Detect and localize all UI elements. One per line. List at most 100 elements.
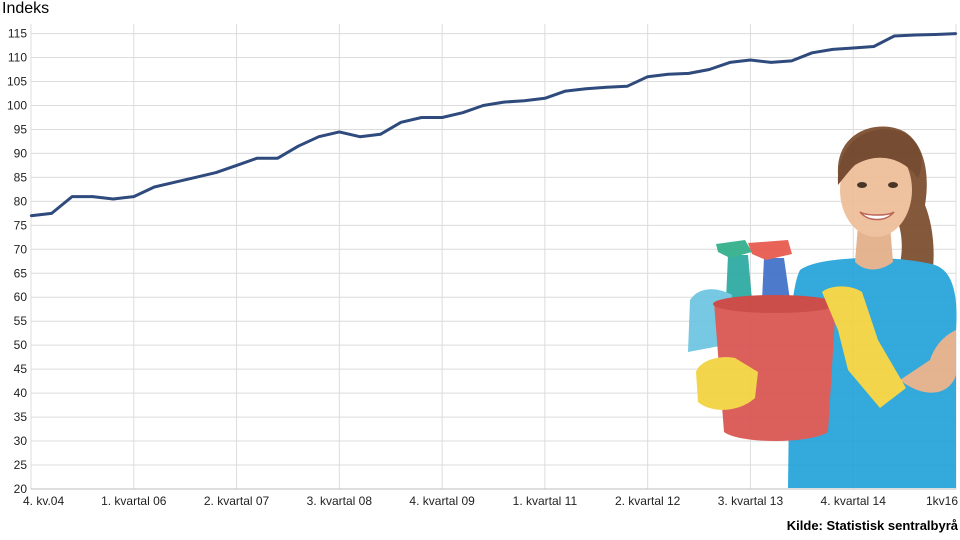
data-point [358, 135, 362, 138]
y-tick-label: 50 [14, 338, 28, 352]
data-point [112, 197, 115, 201]
x-axis-ticks: 4. kv.04 1. kvartal 06 2. kvartal 07 3. kva… [23, 494, 958, 508]
data-point [954, 32, 958, 35]
data-point [50, 212, 53, 215]
spray-bottle-teal [726, 255, 752, 300]
y-tick-label: 30 [14, 434, 28, 448]
data-point [214, 171, 218, 174]
x-tick-label: 2. kvartal 07 [204, 494, 270, 508]
data-point [502, 100, 505, 104]
data-point [564, 89, 567, 93]
data-point [893, 34, 896, 38]
y-axis-title: Indeks [2, 0, 50, 17]
y-tick-label: 90 [14, 146, 28, 160]
x-tick-label: 4. kv.04 [23, 494, 64, 508]
y-tick-label: 45 [14, 362, 28, 376]
face-shape [840, 143, 912, 237]
spray-bottle-red [762, 258, 790, 300]
data-point [790, 59, 793, 63]
y-tick-label: 60 [14, 290, 28, 304]
woman-cleaning-illustration [688, 126, 957, 488]
data-point [543, 97, 547, 100]
y-tick-label: 110 [8, 51, 27, 65]
eye-left [857, 182, 867, 188]
data-point [235, 164, 238, 167]
data-point [317, 135, 320, 138]
neck-shape [855, 225, 893, 270]
y-tick-label: 115 [8, 27, 27, 41]
data-point [667, 73, 670, 76]
data-point [831, 48, 834, 51]
data-point [934, 33, 937, 36]
series-line [29, 32, 958, 218]
data-point [173, 180, 177, 184]
y-tick-label: 20 [14, 482, 28, 496]
data-point [461, 111, 464, 114]
data-point [852, 46, 855, 50]
data-point [708, 68, 711, 71]
data-point [625, 85, 629, 88]
data-point [420, 116, 423, 119]
grid [30, 24, 957, 490]
source-note: Kilde: Statistisk sentralbyrå [786, 518, 958, 533]
data-point [913, 33, 917, 37]
eye-right [888, 182, 898, 188]
data-point [29, 214, 33, 217]
spray-nozzle-red [748, 240, 792, 260]
x-tick-label: 4. kvartal 14 [821, 494, 887, 508]
series-line-path [30, 32, 957, 218]
y-tick-label: 105 [7, 75, 27, 89]
data-point [70, 195, 74, 198]
x-tick-label: 4. kvartal 09 [409, 494, 475, 508]
y-tick-label: 80 [14, 194, 28, 208]
data-point [482, 104, 485, 107]
y-tick-label: 70 [14, 242, 28, 256]
x-tick-label: 2. kvartal 12 [615, 494, 681, 508]
y-tick-label: 25 [14, 458, 28, 472]
bucket-shape [714, 302, 836, 441]
x-tick-label: 3. kvartal 13 [718, 494, 784, 508]
data-point [523, 99, 526, 102]
data-point [749, 58, 752, 62]
y-tick-label: 55 [14, 314, 28, 328]
data-point [338, 130, 341, 134]
data-point [769, 61, 773, 64]
data-point [297, 145, 300, 148]
y-tick-label: 65 [14, 266, 28, 280]
data-point [872, 45, 875, 48]
data-point [255, 157, 259, 160]
right-arm [900, 330, 956, 393]
spray-nozzle-teal [716, 240, 752, 258]
data-point [399, 121, 403, 124]
data-point [276, 157, 279, 160]
data-point [810, 51, 814, 54]
data-point [440, 116, 444, 119]
bucket-rim [713, 295, 837, 313]
data-point [153, 185, 156, 189]
data-point [379, 133, 382, 136]
y-tick-label: 95 [14, 122, 28, 136]
y-tick-label: 100 [7, 98, 27, 112]
y-tick-label: 40 [14, 386, 28, 400]
x-tick-label: 3. kvartal 08 [307, 494, 373, 508]
smile-shape [859, 211, 895, 221]
data-point [194, 176, 197, 179]
data-point [132, 195, 135, 198]
glove-right [822, 286, 906, 408]
y-axis-ticks: 20 25 30 35 40 45 50 55 60 65 70 75 80 85 90 95 100 105 11… [7, 27, 27, 496]
glove-left [696, 357, 758, 410]
y-tick-label: 35 [14, 410, 28, 424]
x-tick-label: 1. kvartal 11 [513, 494, 578, 508]
data-point [605, 86, 608, 89]
data-point [728, 61, 732, 64]
data-point [687, 72, 690, 75]
x-tick-label: 1. kvartal 06 [101, 494, 167, 508]
data-point [584, 87, 588, 90]
x-tick-label: 1kv16 [926, 494, 958, 508]
y-tick-label: 85 [14, 170, 28, 184]
data-point [91, 195, 94, 198]
data-point [646, 75, 649, 78]
y-tick-label: 75 [14, 218, 28, 232]
